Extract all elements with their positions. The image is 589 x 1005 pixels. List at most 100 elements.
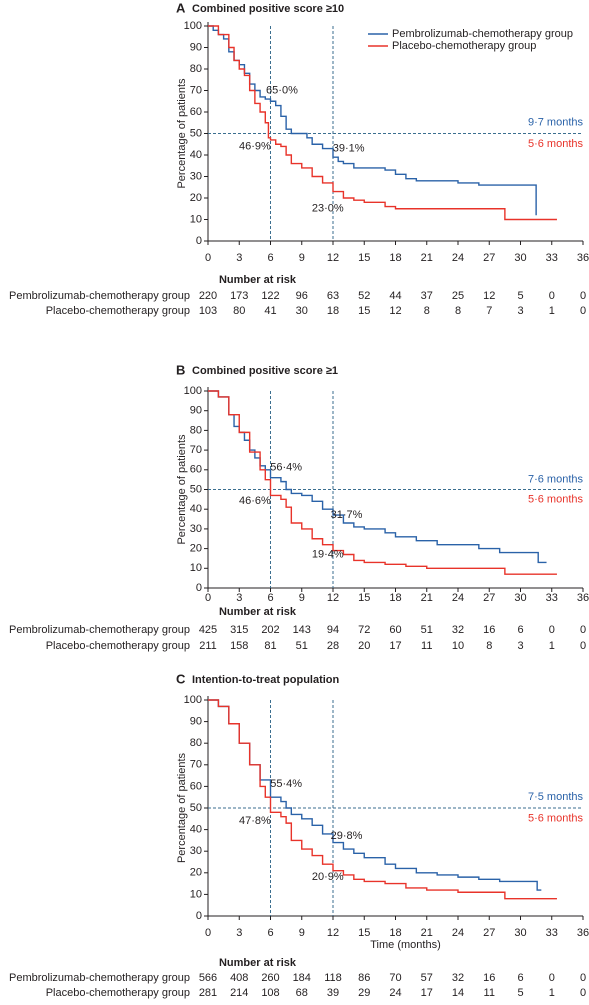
x-tick-label: 18 bbox=[389, 592, 401, 604]
risk-value: 70 bbox=[389, 972, 401, 984]
y-tick-label: 60 bbox=[190, 106, 202, 118]
risk-value: 211 bbox=[199, 640, 217, 652]
y-tick-label: 50 bbox=[190, 802, 202, 814]
risk-value: 5 bbox=[517, 987, 523, 999]
annotation: 5·6 months bbox=[528, 493, 584, 505]
risk-value: 37 bbox=[421, 290, 433, 302]
annotation: 19·4% bbox=[312, 548, 344, 560]
risk-value: 0 bbox=[549, 624, 555, 636]
x-tick-label: 36 bbox=[577, 252, 589, 264]
panel-title: Combined positive score ≥10 bbox=[192, 3, 344, 15]
x-tick-label: 33 bbox=[546, 592, 558, 604]
x-tick-label: 6 bbox=[267, 927, 273, 939]
y-tick-label: 60 bbox=[190, 780, 202, 792]
risk-value: 0 bbox=[580, 305, 586, 317]
risk-value: 6 bbox=[517, 972, 523, 984]
annotation: 7·5 months bbox=[528, 791, 584, 803]
y-tick-label: 40 bbox=[190, 824, 202, 836]
annotation: 23·0% bbox=[312, 203, 344, 215]
x-tick-label: 24 bbox=[452, 252, 464, 264]
risk-value: 32 bbox=[452, 624, 464, 636]
risk-value: 143 bbox=[293, 624, 311, 636]
y-tick-label: 50 bbox=[190, 127, 202, 139]
risk-value: 25 bbox=[452, 290, 464, 302]
risk-value: 8 bbox=[486, 640, 492, 652]
x-tick-label: 36 bbox=[577, 927, 589, 939]
risk-value: 214 bbox=[230, 987, 248, 999]
y-tick-label: 70 bbox=[190, 759, 202, 771]
y-tick-label: 20 bbox=[190, 543, 202, 555]
y-tick-label: 10 bbox=[190, 888, 202, 900]
risk-value: 1 bbox=[549, 305, 555, 317]
x-tick-label: 12 bbox=[327, 252, 339, 264]
risk-value: 202 bbox=[261, 624, 279, 636]
risk-value: 32 bbox=[452, 972, 464, 984]
risk-value: 57 bbox=[421, 972, 433, 984]
y-tick-label: 30 bbox=[190, 523, 202, 535]
risk-value: 81 bbox=[264, 640, 276, 652]
annotation: 5·6 months bbox=[528, 138, 584, 150]
y-tick-label: 90 bbox=[190, 716, 202, 728]
risk-value: 18 bbox=[327, 305, 339, 317]
km-curve bbox=[208, 390, 557, 575]
x-tick-label: 9 bbox=[299, 592, 305, 604]
risk-value: 28 bbox=[327, 640, 339, 652]
annotation: 29·8% bbox=[331, 830, 363, 842]
y-tick-label: 20 bbox=[190, 192, 202, 204]
risk-row-name: Placebo-chemotherapy group bbox=[46, 987, 190, 999]
y-tick-label: 40 bbox=[190, 503, 202, 515]
y-tick-label: 10 bbox=[190, 562, 202, 574]
x-tick-label: 6 bbox=[267, 592, 273, 604]
risk-value: 408 bbox=[230, 972, 248, 984]
x-tick-label: 27 bbox=[483, 592, 495, 604]
x-tick-label: 3 bbox=[236, 252, 242, 264]
risk-value: 3 bbox=[517, 640, 523, 652]
risk-row-name: Pembrolizumab-chemotherapy group bbox=[9, 624, 190, 636]
annotation: 31·7% bbox=[331, 509, 363, 521]
km-curve bbox=[208, 699, 557, 900]
x-tick-label: 9 bbox=[299, 927, 305, 939]
y-tick-label: 100 bbox=[184, 385, 202, 397]
y-tick-label: 90 bbox=[190, 405, 202, 417]
risk-value: 260 bbox=[261, 972, 279, 984]
risk-row-name: Pembrolizumab-chemotherapy group bbox=[9, 972, 190, 984]
annotation: 65·0% bbox=[266, 84, 298, 96]
risk-value: 12 bbox=[389, 305, 401, 317]
risk-row-name: Placebo-chemotherapy group bbox=[46, 305, 190, 317]
risk-value: 6 bbox=[517, 624, 523, 636]
y-axis-label: Percentage of patients bbox=[176, 434, 188, 545]
risk-value: 11 bbox=[421, 640, 432, 652]
risk-value: 17 bbox=[421, 987, 433, 999]
risk-value: 72 bbox=[358, 624, 370, 636]
risk-value: 24 bbox=[389, 987, 401, 999]
risk-value: 281 bbox=[199, 987, 217, 999]
x-tick-label: 0 bbox=[205, 592, 211, 604]
x-tick-label: 15 bbox=[358, 927, 370, 939]
risk-value: 173 bbox=[230, 290, 248, 302]
risk-value: 15 bbox=[358, 305, 370, 317]
risk-value: 96 bbox=[296, 290, 308, 302]
x-tick-label: 27 bbox=[483, 927, 495, 939]
x-tick-label: 30 bbox=[514, 252, 526, 264]
x-tick-label: 27 bbox=[483, 252, 495, 264]
risk-value: 52 bbox=[358, 290, 370, 302]
x-tick-label: 18 bbox=[389, 927, 401, 939]
x-tick-label: 12 bbox=[327, 927, 339, 939]
y-axis-label: Percentage of patients bbox=[176, 78, 188, 189]
risk-value: 184 bbox=[293, 972, 311, 984]
annotation: 46·9% bbox=[239, 140, 271, 152]
x-tick-label: 36 bbox=[577, 592, 589, 604]
annotation: 7·6 months bbox=[528, 474, 584, 486]
risk-value: 425 bbox=[199, 624, 217, 636]
x-tick-label: 30 bbox=[514, 927, 526, 939]
y-tick-label: 30 bbox=[190, 170, 202, 182]
km-curve bbox=[208, 25, 537, 216]
x-tick-label: 15 bbox=[358, 252, 370, 264]
x-tick-label: 0 bbox=[205, 252, 211, 264]
risk-value: 0 bbox=[580, 640, 586, 652]
risk-row-name: Placebo-chemotherapy group bbox=[46, 640, 190, 652]
annotation: 56·4% bbox=[270, 462, 302, 474]
x-tick-label: 18 bbox=[389, 252, 401, 264]
y-tick-label: 40 bbox=[190, 149, 202, 161]
y-tick-label: 0 bbox=[196, 582, 202, 594]
